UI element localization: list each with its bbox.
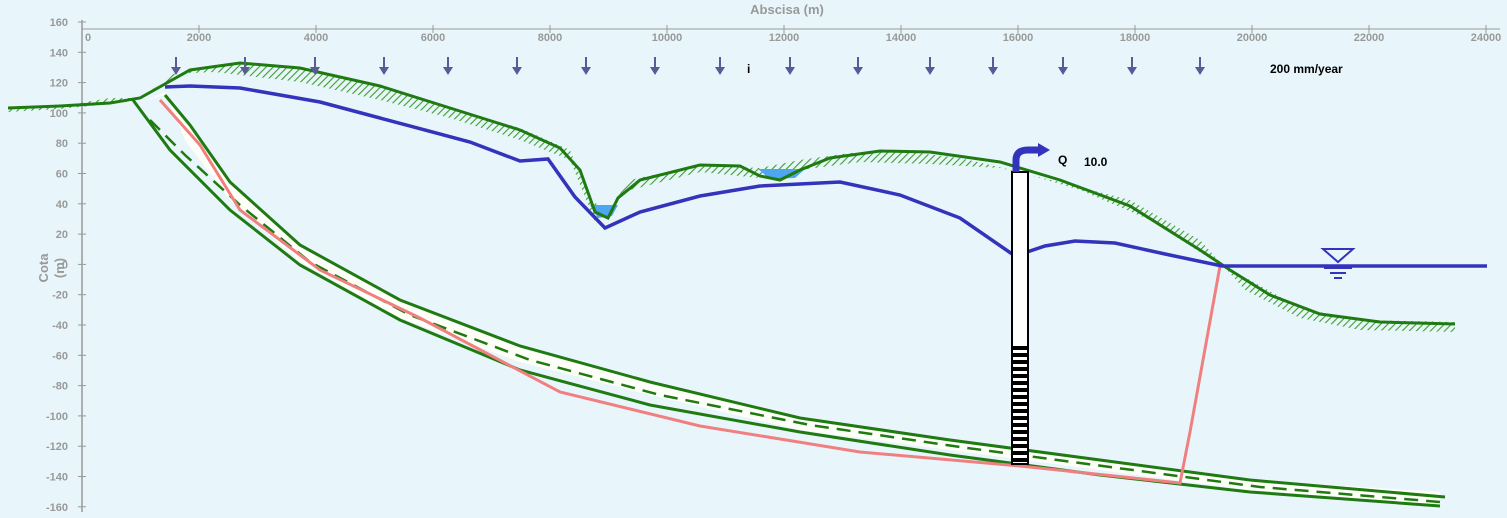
y-tick-label: -20 [52,290,68,302]
x-tick-label: 10000 [652,32,683,44]
y-axis-title-unit: (m) [52,258,67,278]
y-tick-label: -80 [52,381,68,393]
well-screen [1013,346,1027,462]
x-tick-label: 16000 [1003,32,1034,44]
aquifer-top-line [163,94,1446,499]
x-tick-label: 18000 [1120,32,1151,44]
x-axis: 0 2000 4000 6000 8000 10000 12000 14000 16000 180… [81,2,1502,44]
y-tick-label: -120 [46,441,68,453]
y-tick-label: 160 [50,17,68,29]
x-tick-label: 6000 [421,32,445,44]
down-arrow-icon [1058,57,1068,75]
pumping-rate-label: 10.0 [1084,155,1108,169]
infiltration-symbol: i [747,62,750,76]
down-arrow-icon [988,57,998,75]
x-tick-label: 8000 [538,32,562,44]
y-tick-label: 20 [56,229,68,241]
x-tick-label: 20000 [1237,32,1268,44]
x-tick-label: 14000 [886,32,917,44]
aquifer-bottom-line [131,99,1441,508]
ground-surface-line [7,61,1456,326]
down-arrow-icon [581,57,591,75]
y-tick-label: -140 [46,472,68,484]
down-arrow-icon [925,57,935,75]
down-arrow-icon [379,57,389,75]
y-tick-label: 100 [50,108,68,120]
down-arrow-icon [443,57,453,75]
x-tick-label: 0 [85,32,91,44]
y-tick-label: 40 [56,199,68,211]
down-arrow-icon [512,57,522,75]
y-tick-label: -160 [46,502,68,514]
recharge-rate-label: 200 mm/year [1270,62,1343,76]
water-level-triangle-icon [1320,248,1356,279]
y-tick-label: 120 [50,78,68,90]
well-casing [1011,171,1029,465]
x-tick-label: 4000 [304,32,328,44]
y-tick-label: 60 [56,169,68,181]
down-arrow-icon [240,57,250,75]
y-axis-title: Cota [36,253,51,283]
down-arrow-icon [715,57,725,75]
y-tick-label: -60 [52,350,68,362]
y-tick-label: 80 [56,138,68,150]
down-arrow-icon [310,57,320,75]
saltwater-interface-line [158,99,1320,485]
y-tick-label: -40 [52,320,68,332]
pumping-well [1011,143,1050,465]
pumping-symbol: Q [1058,153,1067,167]
y-tick-label: -100 [46,411,68,423]
recharge-arrows [171,57,1205,75]
down-arrow-icon [171,57,181,75]
pump-outlet-arrow-icon [1012,146,1040,172]
water-table-line [164,84,1487,268]
terrain-hatching [8,63,1455,505]
down-arrow-icon [853,57,863,75]
x-axis-title: Abscisa (m) [750,2,824,17]
x-tick-label: 24000 [1471,32,1502,44]
x-tick-label: 22000 [1354,32,1385,44]
down-arrow-icon [785,57,795,75]
y-axis: 160 140 120 100 80 60 40 20 0 -20 -40 -60 -80 -100 -12… [36,17,86,514]
x-tick-label: 12000 [769,32,800,44]
aquifer-layer [131,94,1446,508]
x-tick-label: 2000 [187,32,211,44]
down-arrow-icon [650,57,660,75]
y-tick-label: 0 [62,259,68,271]
y-tick-label: 140 [50,47,68,59]
down-arrow-icon [1127,57,1137,75]
down-arrow-icon [1195,57,1205,75]
